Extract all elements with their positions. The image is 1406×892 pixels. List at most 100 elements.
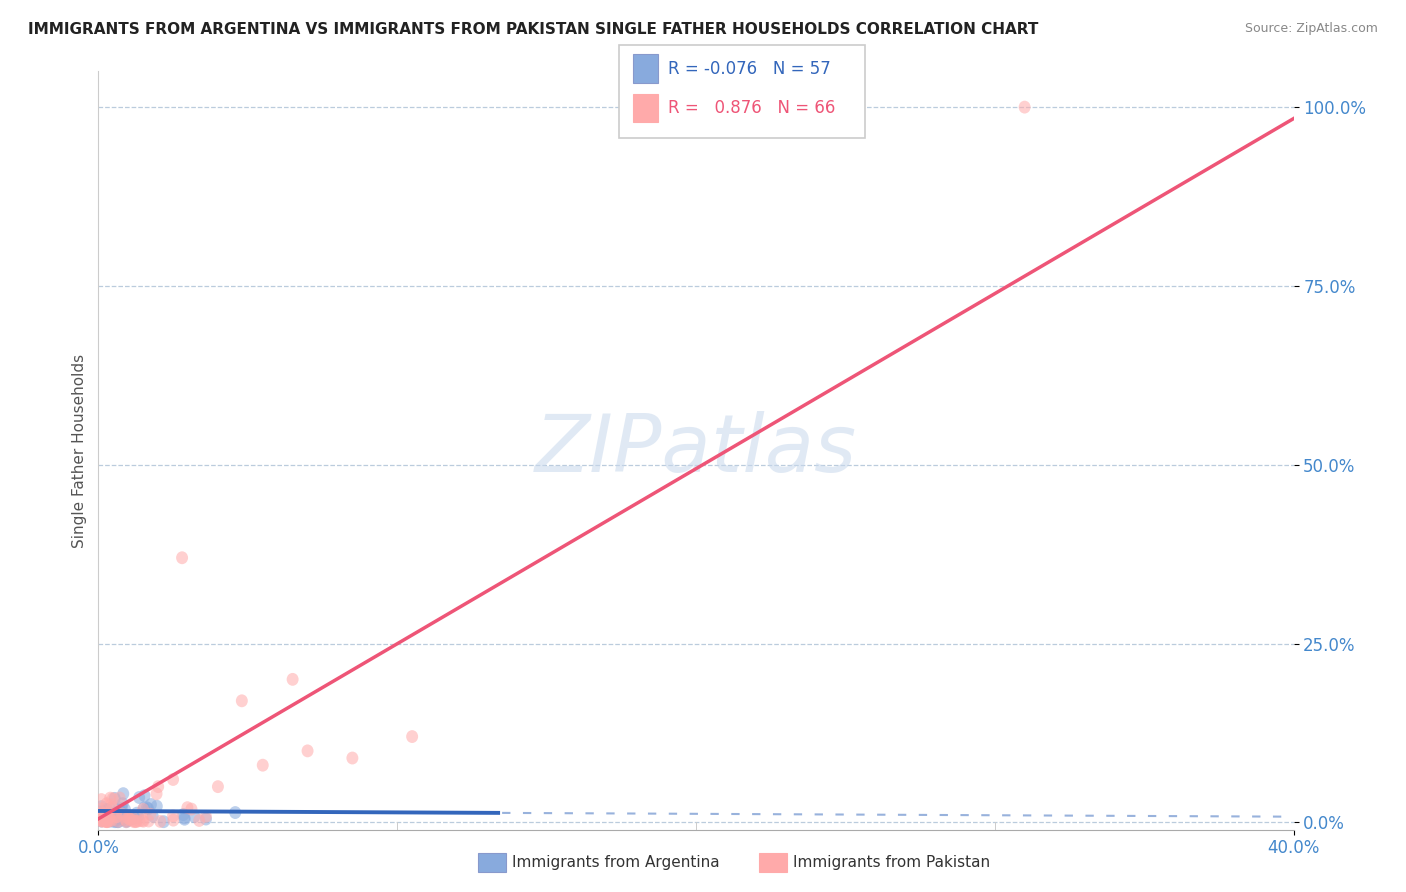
- Ellipse shape: [100, 805, 111, 818]
- Ellipse shape: [138, 814, 149, 828]
- Ellipse shape: [105, 798, 117, 812]
- Ellipse shape: [111, 810, 122, 823]
- Ellipse shape: [128, 812, 141, 824]
- Ellipse shape: [110, 811, 121, 823]
- Ellipse shape: [122, 812, 134, 824]
- Ellipse shape: [139, 789, 150, 802]
- Ellipse shape: [103, 814, 114, 827]
- Ellipse shape: [117, 807, 128, 821]
- Ellipse shape: [96, 805, 107, 819]
- Ellipse shape: [96, 807, 107, 820]
- Ellipse shape: [127, 811, 138, 824]
- Ellipse shape: [287, 673, 298, 686]
- Ellipse shape: [112, 815, 124, 828]
- Text: R =   0.876   N = 66: R = 0.876 N = 66: [668, 99, 835, 117]
- Ellipse shape: [96, 814, 107, 828]
- Ellipse shape: [101, 815, 112, 828]
- Ellipse shape: [124, 813, 136, 826]
- Ellipse shape: [125, 813, 138, 825]
- Ellipse shape: [129, 815, 142, 828]
- Ellipse shape: [111, 815, 124, 828]
- Ellipse shape: [117, 797, 128, 810]
- Ellipse shape: [107, 801, 118, 814]
- Ellipse shape: [96, 813, 107, 826]
- Ellipse shape: [96, 808, 107, 821]
- Ellipse shape: [181, 801, 194, 814]
- Ellipse shape: [96, 812, 107, 825]
- Ellipse shape: [188, 810, 201, 823]
- Ellipse shape: [104, 814, 115, 827]
- Ellipse shape: [167, 810, 179, 822]
- Ellipse shape: [150, 800, 163, 813]
- Ellipse shape: [117, 788, 129, 800]
- Ellipse shape: [96, 803, 107, 815]
- Ellipse shape: [110, 806, 121, 819]
- Ellipse shape: [120, 811, 131, 823]
- Ellipse shape: [131, 806, 143, 820]
- Ellipse shape: [193, 814, 205, 827]
- Ellipse shape: [101, 815, 114, 828]
- Ellipse shape: [150, 788, 163, 800]
- Ellipse shape: [200, 813, 212, 825]
- Ellipse shape: [136, 814, 149, 827]
- Ellipse shape: [100, 815, 111, 828]
- Ellipse shape: [120, 814, 132, 827]
- Ellipse shape: [97, 811, 110, 823]
- Ellipse shape: [114, 805, 127, 817]
- Ellipse shape: [179, 813, 191, 826]
- Ellipse shape: [142, 814, 155, 828]
- Ellipse shape: [112, 815, 124, 828]
- Ellipse shape: [112, 804, 124, 816]
- Ellipse shape: [101, 807, 112, 821]
- Ellipse shape: [128, 815, 141, 828]
- Ellipse shape: [120, 815, 132, 828]
- Ellipse shape: [108, 792, 121, 805]
- Ellipse shape: [103, 811, 115, 824]
- Ellipse shape: [96, 800, 107, 813]
- Ellipse shape: [136, 803, 149, 816]
- Ellipse shape: [157, 815, 170, 828]
- Ellipse shape: [229, 806, 242, 819]
- Ellipse shape: [155, 815, 166, 828]
- Ellipse shape: [132, 810, 143, 822]
- Ellipse shape: [1019, 101, 1031, 113]
- Ellipse shape: [104, 814, 115, 827]
- Text: ZIPatlas: ZIPatlas: [534, 411, 858, 490]
- Ellipse shape: [101, 803, 112, 816]
- Ellipse shape: [142, 802, 155, 815]
- Ellipse shape: [124, 813, 135, 825]
- Ellipse shape: [167, 814, 180, 827]
- Ellipse shape: [200, 810, 212, 822]
- Ellipse shape: [96, 808, 107, 822]
- Ellipse shape: [134, 791, 145, 804]
- Ellipse shape: [145, 808, 156, 821]
- Ellipse shape: [96, 810, 107, 823]
- Ellipse shape: [167, 773, 179, 786]
- Ellipse shape: [114, 791, 125, 805]
- Ellipse shape: [110, 815, 121, 828]
- Ellipse shape: [127, 814, 139, 827]
- Ellipse shape: [236, 694, 247, 707]
- Ellipse shape: [105, 814, 118, 826]
- Ellipse shape: [101, 815, 112, 828]
- Ellipse shape: [96, 809, 107, 822]
- Ellipse shape: [104, 814, 117, 828]
- Ellipse shape: [120, 803, 131, 816]
- Ellipse shape: [96, 814, 107, 827]
- Ellipse shape: [177, 808, 190, 821]
- Ellipse shape: [96, 793, 107, 806]
- Y-axis label: Single Father Households: Single Father Households: [72, 353, 87, 548]
- Text: IMMIGRANTS FROM ARGENTINA VS IMMIGRANTS FROM PAKISTAN SINGLE FATHER HOUSEHOLDS C: IMMIGRANTS FROM ARGENTINA VS IMMIGRANTS …: [28, 22, 1039, 37]
- Ellipse shape: [152, 780, 165, 793]
- Text: R = -0.076   N = 57: R = -0.076 N = 57: [668, 60, 831, 78]
- Ellipse shape: [101, 797, 112, 810]
- Ellipse shape: [101, 813, 114, 826]
- Text: Immigrants from Argentina: Immigrants from Argentina: [512, 855, 720, 870]
- Ellipse shape: [122, 811, 135, 823]
- Text: Immigrants from Pakistan: Immigrants from Pakistan: [793, 855, 990, 870]
- Ellipse shape: [117, 813, 129, 826]
- Ellipse shape: [111, 811, 124, 824]
- Ellipse shape: [105, 814, 118, 827]
- Ellipse shape: [104, 792, 117, 805]
- Ellipse shape: [96, 805, 107, 818]
